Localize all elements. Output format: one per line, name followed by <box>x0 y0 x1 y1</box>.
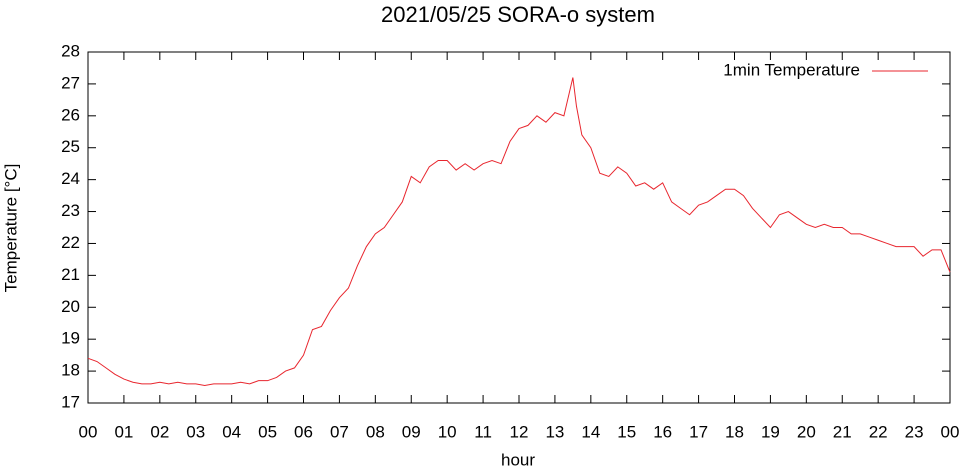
y-tick-label: 19 <box>61 329 80 348</box>
chart-title: 2021/05/25 SORA-o system <box>381 2 655 27</box>
y-tick-label: 26 <box>61 105 80 124</box>
x-tick-label: 14 <box>581 422 600 441</box>
y-tick-label: 18 <box>61 361 80 380</box>
x-tick-label: 09 <box>402 422 421 441</box>
x-tick-label: 16 <box>653 422 672 441</box>
y-tick-label: 24 <box>61 169 80 188</box>
x-tick-label: 12 <box>510 422 529 441</box>
x-tick-label: 17 <box>689 422 708 441</box>
x-tick-label: 03 <box>186 422 205 441</box>
x-axis-label: hour <box>501 450 535 469</box>
y-tick-label: 17 <box>61 392 80 411</box>
x-tick-label: 20 <box>797 422 816 441</box>
x-tick-label: 10 <box>438 422 457 441</box>
y-tick-label: 21 <box>61 265 80 284</box>
x-tick-label: 22 <box>869 422 888 441</box>
x-tick-label: 04 <box>222 422 241 441</box>
y-tick-label: 28 <box>61 41 80 60</box>
x-tick-label: 18 <box>725 422 744 441</box>
y-tick-label: 20 <box>61 297 80 316</box>
x-tick-label: 11 <box>474 422 492 441</box>
y-tick-label: 23 <box>61 201 80 220</box>
legend-label: 1min Temperature <box>723 60 860 79</box>
x-tick-label: 05 <box>258 422 277 441</box>
x-tick-label: 02 <box>150 422 169 441</box>
x-tick-label: 21 <box>833 422 852 441</box>
x-tick-label: 23 <box>905 422 924 441</box>
x-tick-label: 01 <box>114 422 133 441</box>
y-tick-label: 22 <box>61 233 80 252</box>
x-tick-label: 19 <box>761 422 780 441</box>
y-axis-label: Temperature [°C] <box>1 164 20 293</box>
y-tick-label: 27 <box>61 73 80 92</box>
x-tick-label: 00 <box>79 422 98 441</box>
x-tick-label: 00 <box>941 422 960 441</box>
x-tick-label: 13 <box>545 422 564 441</box>
x-tick-label: 06 <box>294 422 313 441</box>
y-tick-label: 25 <box>61 137 80 156</box>
plot-frame <box>87 51 951 404</box>
x-tick-label: 08 <box>366 422 385 441</box>
data-line <box>87 77 951 386</box>
x-tick-label: 15 <box>617 422 636 441</box>
x-tick-label: 07 <box>330 422 349 441</box>
